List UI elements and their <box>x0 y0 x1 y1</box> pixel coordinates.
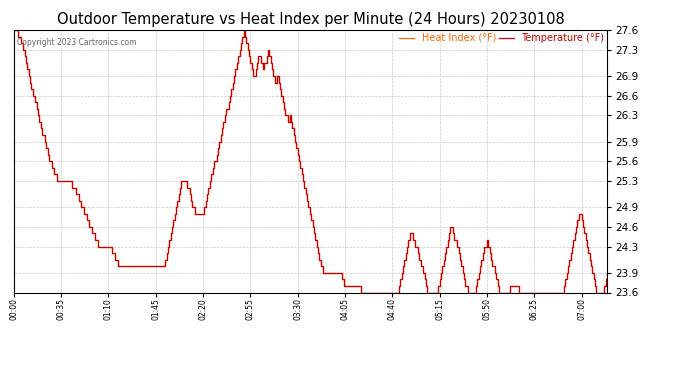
Heat Index (°F) <box>215 140 224 144</box>
Heat Index (°F) <box>68 185 76 190</box>
Line: Temperature (°F): Temperature (°F) <box>14 30 607 292</box>
Text: Copyright 2023 Cartronics.com: Copyright 2023 Cartronics.com <box>17 38 136 47</box>
Line: Heat Index (°F): Heat Index (°F) <box>14 30 607 292</box>
Temperature (°F) <box>357 290 365 295</box>
Temperature (°F) <box>531 290 540 295</box>
Heat Index (°F) <box>219 120 228 124</box>
Legend: Heat Index (°F), Temperature (°F): Heat Index (°F), Temperature (°F) <box>400 33 604 43</box>
Heat Index (°F) <box>10 28 18 32</box>
Temperature (°F) <box>603 271 611 275</box>
Temperature (°F) <box>96 244 104 249</box>
Heat Index (°F) <box>96 244 104 249</box>
Title: Outdoor Temperature vs Heat Index per Minute (24 Hours) 20230108: Outdoor Temperature vs Heat Index per Mi… <box>57 12 564 27</box>
Temperature (°F) <box>68 185 76 190</box>
Temperature (°F) <box>562 271 571 275</box>
Temperature (°F) <box>219 120 228 124</box>
Heat Index (°F) <box>562 271 571 275</box>
Temperature (°F) <box>215 140 224 144</box>
Heat Index (°F) <box>531 290 540 295</box>
Heat Index (°F) <box>357 290 365 295</box>
Heat Index (°F) <box>603 271 611 275</box>
Temperature (°F) <box>10 28 18 32</box>
